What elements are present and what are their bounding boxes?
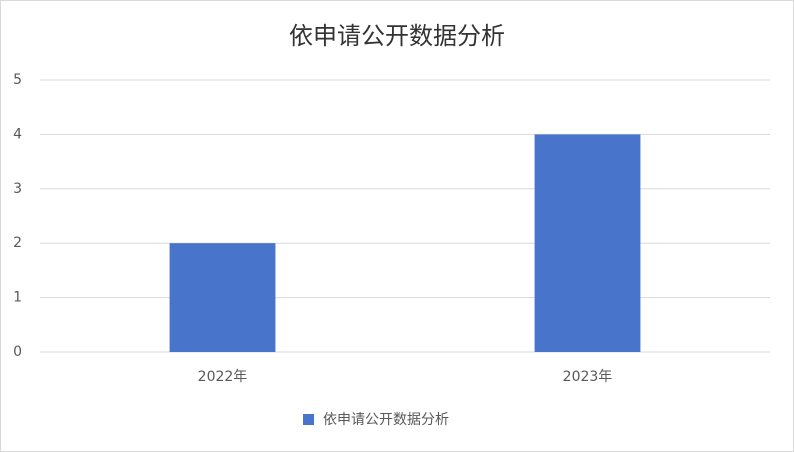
x-tick-label: 2022年 — [198, 369, 248, 385]
x-tick-label: 2023年 — [563, 369, 613, 385]
y-tick-label: 3 — [13, 181, 22, 197]
y-tick-label: 2 — [13, 235, 22, 251]
legend-swatch — [303, 414, 314, 425]
bar — [169, 243, 276, 352]
y-tick-label: 4 — [13, 126, 22, 142]
bar — [534, 134, 641, 352]
chart-title: 依申请公开数据分析 — [289, 22, 505, 50]
y-tick-label: 5 — [13, 72, 22, 88]
y-tick-label: 1 — [13, 290, 22, 306]
legend-label: 依申请公开数据分析 — [323, 412, 449, 428]
y-tick-label: 0 — [13, 344, 22, 360]
